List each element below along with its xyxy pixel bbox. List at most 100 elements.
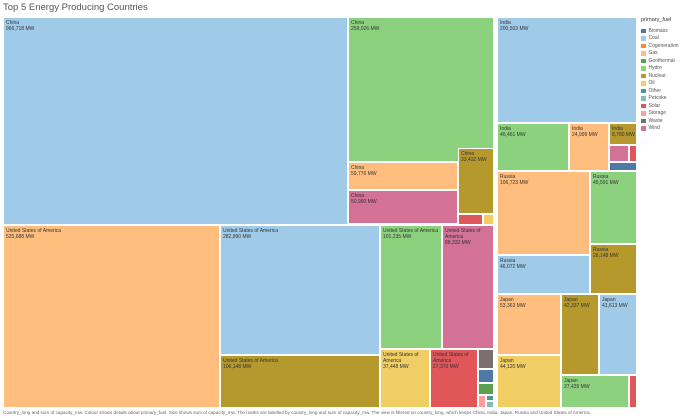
tile-label: Japan 41,613 MW: [602, 297, 628, 309]
legend-item[interactable]: Storage: [641, 110, 689, 118]
treemap-tile[interactable]: India 200,503 MW: [497, 17, 637, 123]
tile-label: Russia 26,148 MW: [593, 247, 619, 259]
treemap-tile[interactable]: India 24,999 MW: [569, 123, 609, 171]
legend-item[interactable]: Biomass: [641, 27, 689, 35]
treemap-tile[interactable]: [483, 214, 494, 225]
tile-label: China 59,776 MW: [351, 165, 377, 177]
tile-label: Japan 53,363 MW: [500, 297, 526, 309]
legend-label: Waste: [648, 117, 663, 124]
legend-swatch: [641, 28, 646, 33]
treemap-tile[interactable]: United States of America 37,448 MW: [380, 349, 430, 408]
treemap-tile[interactable]: [629, 375, 637, 408]
treemap-tile[interactable]: India 46,461 MW: [497, 123, 569, 171]
tile-label: China 50,990 MW: [351, 193, 377, 205]
legend-item[interactable]: Hydro: [641, 65, 689, 73]
treemap-tile[interactable]: [478, 383, 494, 395]
legend-swatch: [641, 73, 646, 78]
tile-label: India 8,780 MW: [612, 126, 635, 138]
tile-label: United States of America 27,370 MW: [433, 352, 469, 370]
chart-caption: Country_long and sum of capacity_mw. Col…: [3, 410, 591, 415]
legend-swatch: [641, 103, 646, 108]
tile-label: United States of America 106,148 MW: [223, 358, 279, 370]
treemap-tile[interactable]: Russia 46,072 MW: [497, 255, 590, 294]
tile-label: United States of America 37,448 MW: [383, 352, 419, 370]
legend-item[interactable]: Wind: [641, 125, 689, 133]
tile-label: Japan 42,337 MW: [564, 297, 590, 309]
legend-item[interactable]: Solar: [641, 102, 689, 110]
treemap-tile[interactable]: [629, 145, 637, 162]
treemap-tile[interactable]: United States of America 106,148 MW: [220, 355, 380, 408]
legend-label: Oil: [648, 80, 655, 87]
legend-swatch: [641, 66, 646, 71]
treemap-tile[interactable]: Japan 27,439 MW: [561, 375, 629, 408]
treemap-tile[interactable]: United States of America 27,370 MW: [430, 349, 478, 408]
legend-label: Biomass: [648, 27, 668, 34]
treemap-tile[interactable]: United States of America 525,688 MW: [3, 225, 220, 408]
treemap-tile[interactable]: [478, 349, 494, 369]
treemap-tile[interactable]: United States of America 282,990 MW: [220, 225, 380, 355]
treemap-tile[interactable]: China 966,718 MW: [3, 17, 348, 225]
treemap-tile[interactable]: Japan 41,613 MW: [599, 294, 637, 375]
tile-label: United States of America 525,688 MW: [6, 228, 62, 240]
legend-label: Wind: [648, 125, 660, 132]
legend-label: Cogeneration: [648, 42, 679, 49]
treemap-tile[interactable]: [486, 401, 494, 408]
treemap-tile[interactable]: [478, 369, 494, 383]
treemap-tile[interactable]: China 33,432 MW: [458, 148, 494, 214]
treemap-tile[interactable]: United States of America 101,235 MW: [380, 225, 442, 349]
legend-swatch: [641, 96, 646, 101]
legend-swatch: [641, 36, 646, 41]
legend-item[interactable]: Nuclear: [641, 72, 689, 80]
legend-title: primary_fuel: [641, 17, 672, 23]
treemap-tile[interactable]: China 259,026 MW: [348, 17, 494, 162]
legend-swatch: [641, 81, 646, 86]
treemap-tile[interactable]: Japan 42,337 MW: [561, 294, 599, 375]
treemap-tile[interactable]: China 59,776 MW: [348, 162, 458, 190]
legend-label: Hydro: [648, 65, 662, 72]
legend-item[interactable]: Oil: [641, 80, 689, 88]
treemap-tile[interactable]: [609, 162, 637, 171]
tile-label: Russia 46,072 MW: [500, 258, 526, 270]
tile-label: China 966,718 MW: [6, 20, 35, 32]
legend-swatch: [641, 118, 646, 123]
legend-item[interactable]: Other: [641, 87, 689, 95]
treemap-tile[interactable]: Japan 44,120 MW: [497, 355, 561, 408]
tile-label: India 46,461 MW: [500, 126, 526, 138]
legend-item[interactable]: Gas: [641, 50, 689, 58]
treemap-tile[interactable]: Russia 106,723 MW: [497, 171, 590, 255]
legend-item[interactable]: Geothermal: [641, 57, 689, 65]
treemap-tile[interactable]: Japan 53,363 MW: [497, 294, 561, 355]
legend-label: Coal: [648, 35, 659, 42]
treemap-tile[interactable]: [478, 395, 486, 408]
legend-swatch: [641, 88, 646, 93]
legend-item[interactable]: Waste: [641, 117, 689, 125]
legend-swatch: [641, 58, 646, 63]
tile-label: India 200,503 MW: [500, 20, 529, 32]
tile-label: India 24,999 MW: [572, 126, 598, 138]
treemap-tile[interactable]: China 50,990 MW: [348, 190, 458, 224]
legend-swatch: [641, 51, 646, 56]
treemap-tile[interactable]: United States of America 88,332 MW: [442, 225, 494, 349]
treemap-tile[interactable]: [609, 145, 629, 162]
tile-label: China 33,432 MW: [461, 151, 487, 163]
legend-label: Other: [648, 87, 662, 94]
legend-item[interactable]: Cogeneration: [641, 42, 689, 50]
legend-label: Geothermal: [648, 57, 675, 64]
tile-label: United States of America 101,235 MW: [383, 228, 439, 240]
treemap-tile[interactable]: Russia 45,591 MW: [590, 171, 637, 244]
legend-item[interactable]: Coal: [641, 35, 689, 43]
legend-label: Storage: [648, 110, 667, 117]
treemap-tile[interactable]: [458, 214, 483, 225]
legend-label: Nuclear: [648, 72, 666, 79]
tile-label: Russia 45,591 MW: [593, 174, 619, 186]
treemap-tile[interactable]: [486, 395, 494, 401]
treemap-tile[interactable]: India 8,780 MW: [609, 123, 637, 145]
legend-swatch: [641, 43, 646, 48]
tile-label: United States of America 88,332 MW: [445, 228, 481, 246]
tile-label: Russia 106,723 MW: [500, 174, 529, 186]
legend-swatch: [641, 126, 646, 131]
treemap-tile[interactable]: Russia 26,148 MW: [590, 244, 637, 294]
legend-item[interactable]: Petcoke: [641, 95, 689, 103]
legend-label: Solar: [648, 102, 661, 109]
treemap[interactable]: China 966,718 MW China 259,026 MW China 59…: [3, 17, 637, 408]
